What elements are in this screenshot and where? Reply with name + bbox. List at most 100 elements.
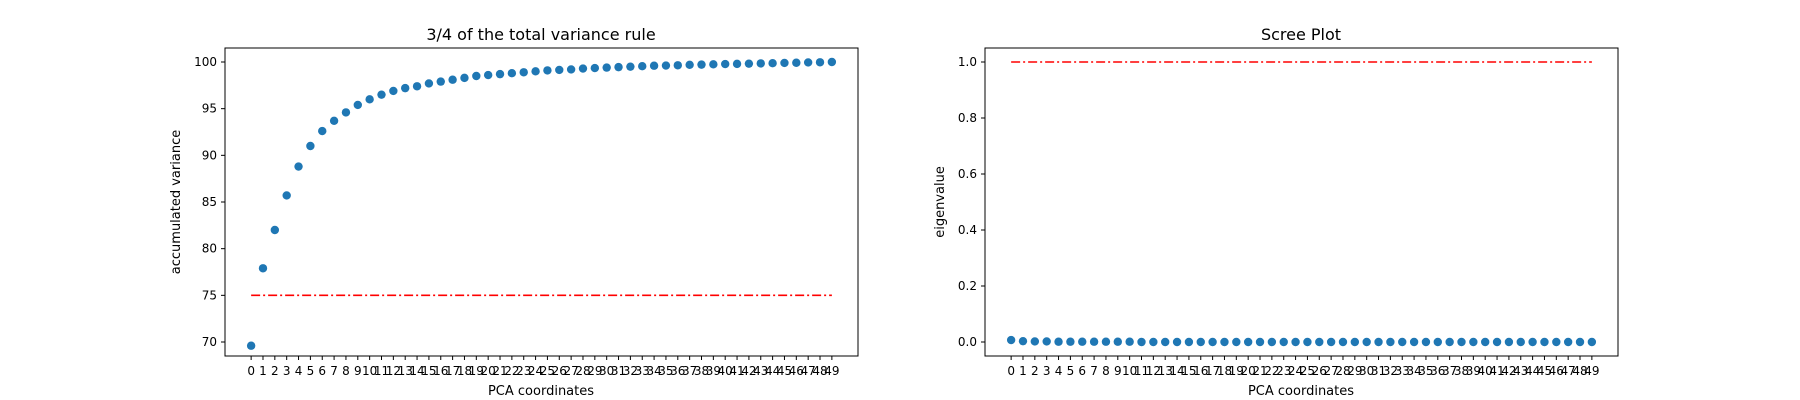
data-point [1540, 337, 1549, 347]
data-point [1575, 337, 1585, 347]
data-points [1006, 335, 1597, 347]
plot-frame [984, 47, 1619, 357]
x-tick-label: 38 [1454, 364, 1469, 378]
data-point [1089, 337, 1099, 346]
data-point [1338, 337, 1348, 347]
data-point [1255, 337, 1265, 347]
y-tick-label: 0.2 [958, 279, 977, 293]
x-tick-label: 5 [307, 364, 315, 378]
y-tick-label: 85 [202, 195, 217, 209]
x-tick-label: 46 [789, 364, 804, 378]
data-point [1066, 337, 1075, 346]
data-point [1196, 337, 1205, 347]
x-tick-label: 45 [777, 364, 792, 378]
x-tick-label: 48 [1572, 364, 1587, 378]
data-point [1184, 337, 1194, 347]
x-tick-label: 33 [635, 364, 650, 378]
x-tick-label: 19 [1229, 364, 1244, 378]
data-point [341, 108, 351, 117]
x-tick-label: 43 [753, 364, 768, 378]
data-point [1445, 337, 1454, 347]
data-point [246, 341, 256, 350]
data-point [649, 61, 659, 70]
data-point [1232, 337, 1241, 347]
x-tick-label: 28 [575, 364, 590, 378]
x-tick-label: 6 [318, 364, 326, 378]
x-tick-label: 41 [1489, 364, 1504, 378]
data-point [1054, 337, 1063, 346]
x-tick-label: 30 [599, 364, 614, 378]
data-point [1303, 337, 1312, 347]
x-tick-label: 34 [646, 364, 661, 378]
x-tick-label: 12 [1146, 364, 1161, 378]
y-axis-label: eigenvalue [933, 166, 948, 238]
x-tick-label: 19 [469, 364, 484, 378]
data-point [1078, 337, 1087, 346]
x-tick-label: 8 [342, 364, 350, 378]
data-point [1362, 337, 1371, 347]
data-point [365, 95, 374, 104]
x-tick-label: 45 [1537, 364, 1552, 378]
x-tick-label: 20 [1241, 364, 1256, 378]
x-tick-label: 31 [1371, 364, 1386, 378]
data-point [555, 65, 564, 75]
data-point [1006, 335, 1016, 345]
x-tick-label: 24 [528, 364, 543, 378]
data-point [1125, 337, 1134, 346]
data-point [258, 264, 268, 273]
x-tick-label: 26 [552, 364, 567, 378]
x-tick-label: 17 [1205, 364, 1220, 378]
data-point [661, 61, 671, 70]
x-tick-label: 22 [504, 364, 519, 378]
data-point [1504, 337, 1514, 347]
x-tick-label: 18 [457, 364, 472, 378]
x-tick-label: 25 [540, 364, 555, 378]
x-tick-label: 28 [1335, 364, 1350, 378]
data-point [1374, 337, 1383, 347]
x-tick-label: 43 [1513, 364, 1528, 378]
x-tick-label: 38 [694, 364, 709, 378]
x-tick-label: 2 [271, 364, 279, 378]
data-point [721, 59, 730, 69]
x-tick-label: 21 [492, 364, 507, 378]
x-tick-label: 15 [1181, 364, 1196, 378]
data-point [1267, 337, 1277, 347]
data-point [318, 126, 327, 136]
x-axis-label: PCA coordinates [1248, 384, 1354, 399]
data-point [1587, 337, 1597, 347]
plot-frame [224, 47, 859, 357]
data-point [507, 69, 517, 78]
data-point [1315, 337, 1324, 347]
data-point [815, 58, 825, 67]
data-point [732, 59, 742, 69]
x-tick-label: 36 [670, 364, 685, 378]
x-tick-label: 26 [1312, 364, 1327, 378]
x-tick-label: 39 [1466, 364, 1481, 378]
x-tick-label: 41 [729, 364, 744, 378]
x-tick-label: 14 [1169, 364, 1184, 378]
x-tick-label: 30 [1359, 364, 1374, 378]
data-point [1101, 337, 1111, 346]
data-point [329, 116, 339, 126]
x-axis-label: PCA coordinates [488, 384, 594, 399]
data-point [792, 58, 801, 67]
y-axis-label: accumulated variance [169, 130, 184, 274]
x-tick-label: 7 [1090, 364, 1098, 378]
x-tick-label: 23 [1276, 364, 1291, 378]
data-point [294, 162, 303, 171]
y-tick-label: 70 [202, 335, 217, 349]
data-point [448, 75, 457, 84]
data-point [424, 79, 434, 88]
data-point [578, 64, 588, 73]
x-tick-label: 17 [445, 364, 460, 378]
data-point [1386, 337, 1395, 347]
x-tick-label: 22 [1264, 364, 1279, 378]
x-tick-label: 0 [1007, 364, 1015, 378]
data-point [1552, 337, 1561, 347]
x-tick-label: 42 [741, 364, 756, 378]
x-tick-label: 37 [1442, 364, 1457, 378]
y-tick-label: 0.8 [958, 111, 977, 125]
x-tick-label: 46 [1549, 364, 1564, 378]
x-tick-label: 44 [1525, 364, 1540, 378]
x-tick-label: 5 [1067, 364, 1075, 378]
